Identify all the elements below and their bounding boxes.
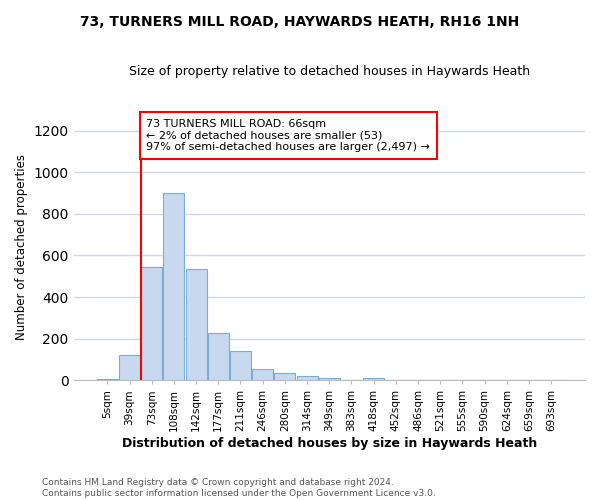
Bar	[208, 334, 229, 380]
Bar	[319, 378, 340, 380]
Y-axis label: Number of detached properties: Number of detached properties	[15, 154, 28, 340]
Bar	[163, 193, 184, 380]
Text: 73 TURNERS MILL ROAD: 66sqm
← 2% of detached houses are smaller (53)
97% of semi: 73 TURNERS MILL ROAD: 66sqm ← 2% of deta…	[146, 119, 430, 152]
Bar	[252, 370, 273, 380]
Bar	[185, 269, 206, 380]
Bar	[274, 373, 295, 380]
X-axis label: Distribution of detached houses by size in Haywards Heath: Distribution of detached houses by size …	[122, 437, 537, 450]
Text: 73, TURNERS MILL ROAD, HAYWARDS HEATH, RH16 1NH: 73, TURNERS MILL ROAD, HAYWARDS HEATH, R…	[80, 15, 520, 29]
Bar	[119, 356, 140, 380]
Title: Size of property relative to detached houses in Haywards Heath: Size of property relative to detached ho…	[129, 65, 530, 78]
Bar	[296, 376, 317, 380]
Bar	[363, 378, 384, 380]
Text: Contains HM Land Registry data © Crown copyright and database right 2024.
Contai: Contains HM Land Registry data © Crown c…	[42, 478, 436, 498]
Bar	[230, 351, 251, 380]
Bar	[141, 267, 162, 380]
